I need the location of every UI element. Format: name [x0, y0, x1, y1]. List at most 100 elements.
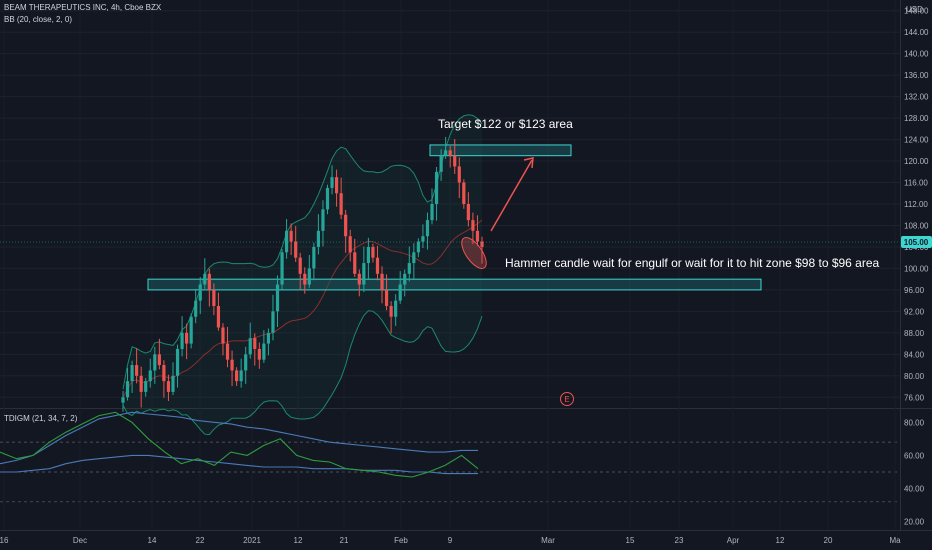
- candle-body[interactable]: [462, 182, 466, 204]
- candle-body[interactable]: [407, 263, 411, 274]
- candle-body[interactable]: [480, 241, 484, 247]
- candle-body[interactable]: [175, 348, 180, 376]
- candle-body[interactable]: [357, 273, 361, 285]
- hammer-highlight-ellipse[interactable]: [457, 234, 491, 273]
- earnings-marker[interactable]: [560, 392, 574, 406]
- target-annotation[interactable]: Target $122 or $123 area: [438, 117, 573, 131]
- time-axis[interactable]: 16 Dec 14 22 2021 12 21 Feb 9 Mar 15 23 Apr 12 20 Ma: [0, 536, 901, 545]
- bb-indicator-label[interactable]: BB (20, close, 2, 0): [4, 15, 73, 24]
- candle-body[interactable]: [153, 354, 157, 371]
- candle-body[interactable]: [344, 214, 348, 237]
- candle-body[interactable]: [171, 375, 175, 392]
- candle-body[interactable]: [221, 327, 225, 344]
- candle-body[interactable]: [339, 193, 343, 215]
- candle-body[interactable]: [185, 332, 189, 344]
- candle-body[interactable]: [144, 381, 148, 392]
- candle-body[interactable]: [403, 273, 407, 285]
- candle-body[interactable]: [125, 381, 130, 398]
- candle-body[interactable]: [348, 236, 352, 253]
- candle-body[interactable]: [371, 246, 375, 258]
- target-arrowhead[interactable]: [523, 157, 534, 169]
- candle-body[interactable]: [398, 284, 402, 301]
- candle-body[interactable]: [444, 150, 448, 156]
- candle-body[interactable]: [303, 273, 307, 285]
- candle-body[interactable]: [275, 284, 280, 312]
- candlestick-series[interactable]: [121, 136, 484, 412]
- candle-body[interactable]: [198, 284, 202, 301]
- candle-body[interactable]: [180, 332, 184, 349]
- candle-body[interactable]: [280, 252, 284, 285]
- candle-body[interactable]: [289, 230, 293, 242]
- candle-body[interactable]: [135, 365, 139, 376]
- candle-body[interactable]: [366, 246, 370, 264]
- candle-body[interactable]: [244, 354, 248, 371]
- candle-body[interactable]: [121, 397, 125, 403]
- candle-body[interactable]: [353, 252, 357, 274]
- candle-body[interactable]: [475, 230, 480, 242]
- candle-body[interactable]: [425, 220, 430, 237]
- candle-body[interactable]: [416, 241, 420, 253]
- candle-body[interactable]: [384, 289, 389, 306]
- candle-body[interactable]: [271, 311, 275, 333]
- candle-body[interactable]: [316, 230, 321, 247]
- candle-body[interactable]: [212, 289, 216, 306]
- candle-body[interactable]: [466, 204, 470, 221]
- candle-body[interactable]: [162, 365, 166, 382]
- candle-body[interactable]: [239, 370, 243, 382]
- candle-body[interactable]: [457, 166, 461, 183]
- candle-body[interactable]: [375, 257, 380, 274]
- candle-body[interactable]: [421, 236, 425, 242]
- candle-body[interactable]: [230, 359, 234, 371]
- candle-body[interactable]: [225, 343, 230, 360]
- candle-body[interactable]: [298, 257, 302, 274]
- candle-body[interactable]: [189, 316, 193, 344]
- candle-body[interactable]: [380, 273, 384, 290]
- candle-body[interactable]: [394, 300, 398, 317]
- candle-body[interactable]: [284, 230, 289, 253]
- price-tick-label: 100.00: [904, 264, 929, 273]
- candle-body[interactable]: [362, 263, 366, 285]
- candle-body[interactable]: [389, 306, 393, 317]
- candle-body[interactable]: [453, 155, 457, 167]
- candle-body[interactable]: [434, 171, 439, 204]
- candle-body[interactable]: [166, 381, 171, 392]
- candle-body[interactable]: [266, 332, 271, 344]
- candle-body[interactable]: [157, 354, 161, 366]
- candle-body[interactable]: [235, 370, 239, 382]
- candle-body[interactable]: [330, 177, 334, 188]
- candle-body[interactable]: [334, 177, 339, 194]
- symbol-title[interactable]: BEAM THERAPEUTICS INC, 4h, Cboe BZX: [4, 3, 162, 12]
- candle-body[interactable]: [321, 209, 325, 231]
- support-zone-rect[interactable]: [147, 278, 762, 291]
- candle-body[interactable]: [207, 273, 211, 290]
- candle-body[interactable]: [312, 246, 316, 269]
- candle-body[interactable]: [248, 338, 252, 355]
- candle-body[interactable]: [412, 252, 416, 264]
- price-zones[interactable]: [147, 144, 762, 291]
- candle-body[interactable]: [148, 370, 152, 382]
- bb-lower-line: [122, 310, 483, 436]
- candle-body[interactable]: [430, 204, 434, 221]
- candle-body[interactable]: [325, 187, 330, 210]
- candle-body[interactable]: [194, 300, 198, 317]
- candle-body[interactable]: [439, 155, 443, 172]
- candle-body[interactable]: [307, 268, 311, 285]
- hammer-annotation[interactable]: Hammer candle wait for engulf or wait fo…: [505, 256, 880, 270]
- candle-body[interactable]: [448, 150, 452, 156]
- candle-body[interactable]: [294, 241, 298, 258]
- candle-body[interactable]: [139, 375, 143, 392]
- candle-body[interactable]: [471, 220, 475, 231]
- candle-body[interactable]: [253, 338, 257, 349]
- tdigm-indicator-label[interactable]: TDIGM (21, 34, 7, 2): [4, 414, 78, 423]
- candle-body[interactable]: [203, 273, 207, 285]
- price-tick-label: 112.00: [904, 200, 928, 209]
- price-tick-label: 108.00: [904, 221, 929, 230]
- target-zone-rect[interactable]: [429, 144, 572, 157]
- target-arrow-line[interactable]: [490, 159, 533, 232]
- candle-body[interactable]: [257, 348, 261, 360]
- drawings-layer[interactable]: Target $122 or $123 area Hammer candle w…: [438, 117, 880, 406]
- candle-body[interactable]: [130, 365, 134, 382]
- candle-body[interactable]: [216, 306, 221, 328]
- candle-body[interactable]: [262, 343, 266, 360]
